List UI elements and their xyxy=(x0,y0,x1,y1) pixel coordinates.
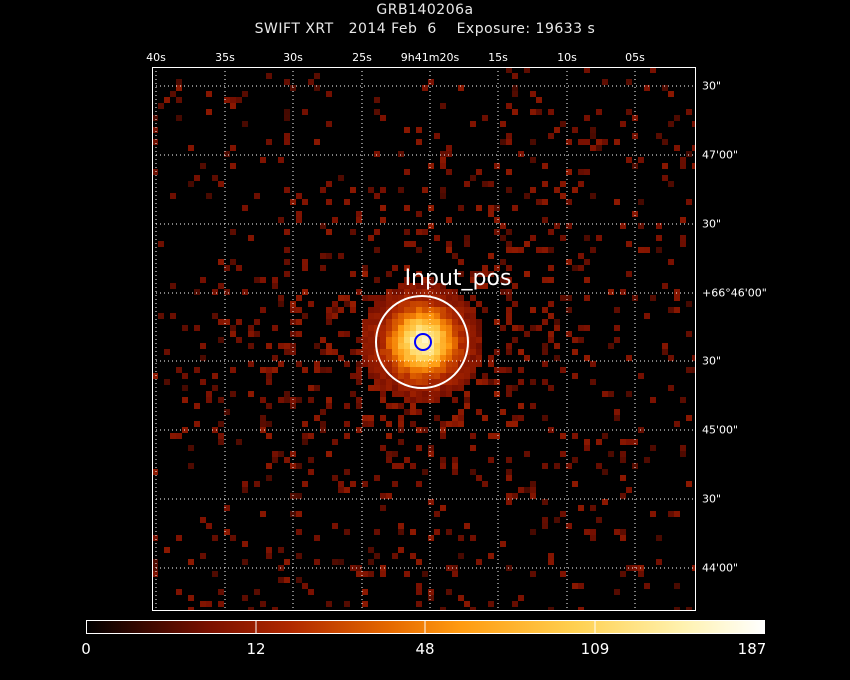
dec-tick-label: 45'00" xyxy=(702,423,739,437)
colorbar-label: 187 xyxy=(737,640,767,658)
dec-tick-label: 30" xyxy=(702,79,722,93)
region-label: Input_pos xyxy=(405,266,512,291)
image-title: GRB140206a xyxy=(376,2,474,18)
ra-tick-label: 9h41m20s xyxy=(400,51,460,64)
input-position-region xyxy=(375,295,469,389)
dec-tick-label: 30" xyxy=(702,492,722,506)
dec-tick-label: 47'00" xyxy=(702,148,739,162)
source-position-marker xyxy=(414,333,432,351)
image-frame xyxy=(152,67,696,611)
xray-image-panel: Input_pos xyxy=(152,67,696,611)
colorbar-label: 0 xyxy=(81,640,91,658)
instrument-label: SWIFT XRT xyxy=(254,21,334,37)
ra-tick-label: 40s xyxy=(146,51,166,64)
colorbar-label: 109 xyxy=(580,640,610,658)
colorbar xyxy=(86,620,765,634)
exposure-label: Exposure: 19633 s xyxy=(456,21,596,37)
xray-counts-map xyxy=(152,67,696,611)
ra-tick-label: 15s xyxy=(488,51,508,64)
dec-tick-label: 44'00" xyxy=(702,561,739,575)
dec-tick-label: +66°46'00" xyxy=(702,286,767,300)
colorbar-label: 48 xyxy=(415,640,435,658)
dec-tick-label: 30" xyxy=(702,217,722,231)
ra-tick-label: 05s xyxy=(625,51,645,64)
ra-tick-label: 30s xyxy=(283,51,303,64)
ra-tick-label: 35s xyxy=(215,51,235,64)
image-subtitle: SWIFT XRT 2014 Feb 6 Exposure: 19633 s xyxy=(0,21,850,37)
colorbar-label: 12 xyxy=(246,640,266,658)
dec-tick-label: 30" xyxy=(702,354,722,368)
ra-tick-label: 25s xyxy=(352,51,372,64)
ra-tick-label: 10s xyxy=(557,51,577,64)
date-label: 2014 Feb 6 xyxy=(348,21,437,37)
